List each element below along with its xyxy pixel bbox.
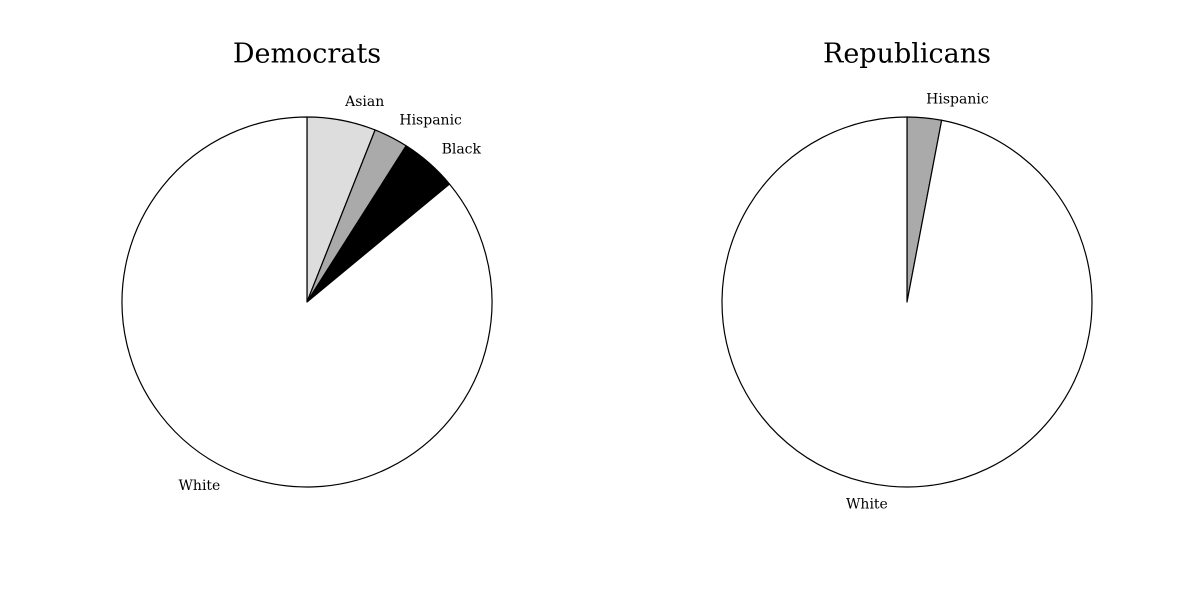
slice-label: Asian <box>344 94 384 110</box>
chart-title: Republicans <box>823 39 991 70</box>
chart-title: Democrats <box>233 39 381 70</box>
slice-label: White <box>179 478 221 494</box>
pie-slice <box>121 116 493 488</box>
slice-label: White <box>846 497 888 513</box>
slice-label: Hispanic <box>399 113 462 129</box>
slice-label: Black <box>442 141 482 157</box>
slice-label: Hispanic <box>926 91 989 107</box>
pie-slice <box>721 116 1093 488</box>
